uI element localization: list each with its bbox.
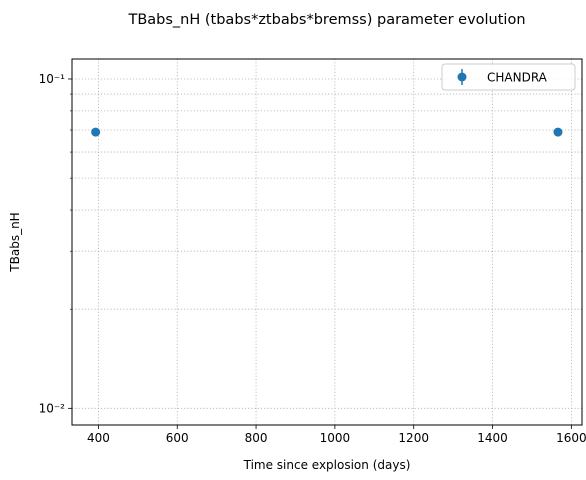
chart-title: TBabs_nH (tbabs*ztbabs*bremss) parameter… — [127, 12, 525, 28]
grid — [72, 59, 582, 425]
legend: CHANDRA — [441, 63, 576, 91]
data-point — [91, 127, 101, 137]
y-tick-label: 10⁻¹ — [39, 72, 66, 86]
x-tick-label: 1600 — [556, 431, 586, 445]
series-layer — [91, 127, 563, 137]
x-tick-label: 600 — [166, 431, 189, 445]
legend-box — [441, 63, 576, 91]
x-axis: 400 600 800 1000 1200 1400 1600 — [87, 425, 586, 445]
y-axis: 10⁻² 10⁻¹ — [39, 72, 72, 415]
legend-label: CHANDRA — [487, 71, 548, 85]
x-tick-label: 800 — [245, 431, 268, 445]
x-tick-label: 1400 — [477, 431, 508, 445]
x-tick-label: 1000 — [320, 431, 351, 445]
y-axis-label: TBabs_nH — [8, 212, 22, 272]
x-axis-label: Time since explosion (days) — [243, 458, 411, 472]
y-tick-label: 10⁻² — [39, 401, 66, 415]
plot-frame — [71, 58, 583, 426]
x-tick-label: 400 — [87, 431, 110, 445]
data-point — [553, 127, 563, 137]
legend-marker — [457, 72, 467, 82]
x-tick-label: 1200 — [398, 431, 429, 445]
